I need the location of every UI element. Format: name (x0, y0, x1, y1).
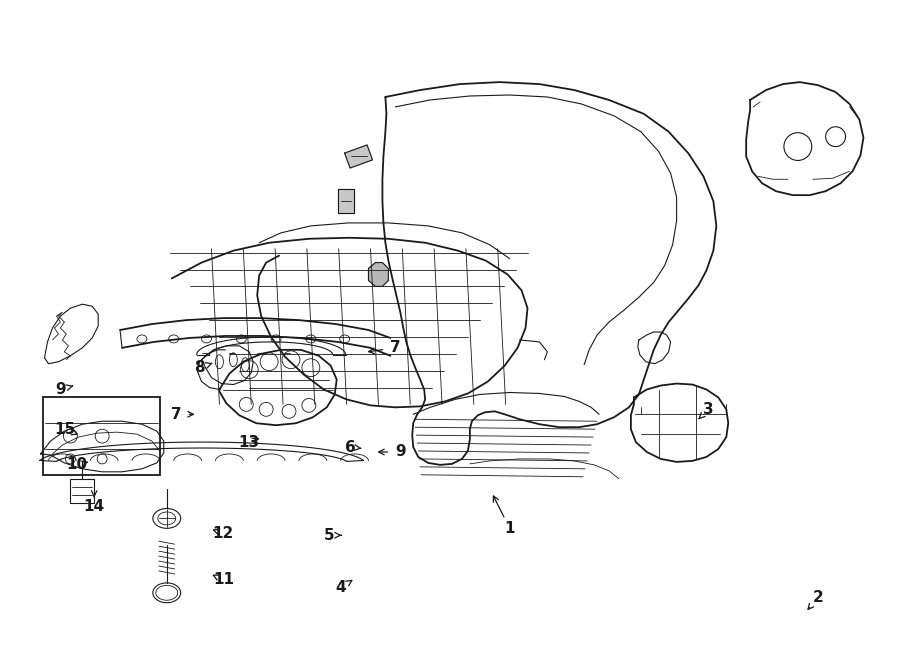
Text: 10: 10 (67, 457, 88, 473)
Text: 7: 7 (390, 340, 400, 355)
Polygon shape (368, 263, 389, 287)
Text: 4: 4 (336, 581, 346, 595)
Text: 13: 13 (238, 434, 260, 449)
Text: 11: 11 (213, 573, 234, 587)
Text: 15: 15 (54, 422, 75, 437)
Bar (42, 397, 160, 475)
Text: 2: 2 (813, 591, 824, 605)
Text: 3: 3 (703, 402, 714, 417)
Text: 7: 7 (171, 406, 182, 422)
Text: 14: 14 (84, 499, 104, 514)
Text: 1: 1 (504, 521, 515, 536)
Text: 9: 9 (395, 444, 406, 459)
Polygon shape (338, 189, 354, 213)
Polygon shape (345, 145, 373, 168)
Text: 9: 9 (55, 382, 66, 397)
Text: 5: 5 (323, 528, 334, 543)
Text: 6: 6 (346, 440, 356, 455)
Text: 12: 12 (212, 526, 234, 541)
Text: 8: 8 (194, 360, 205, 375)
Bar (70, 479, 94, 502)
